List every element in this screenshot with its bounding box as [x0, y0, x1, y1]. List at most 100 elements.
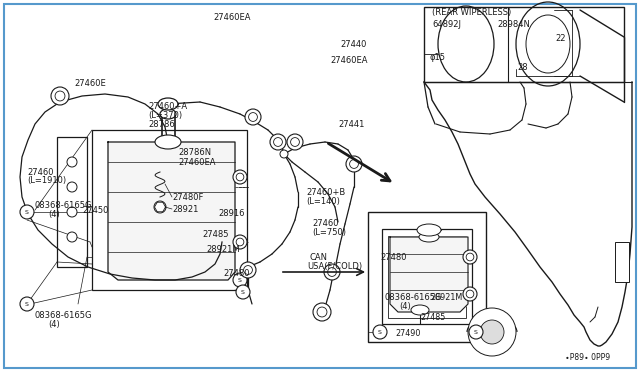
- Circle shape: [313, 303, 331, 321]
- Text: S: S: [238, 278, 242, 282]
- Text: 27441: 27441: [338, 119, 364, 128]
- Bar: [57, 137, 87, 267]
- Ellipse shape: [158, 98, 178, 110]
- Text: 27460: 27460: [312, 218, 339, 228]
- Text: USA(F/COLD): USA(F/COLD): [307, 262, 362, 270]
- Ellipse shape: [411, 305, 429, 315]
- Circle shape: [349, 160, 358, 169]
- Bar: [92, 130, 247, 290]
- Text: 28786: 28786: [148, 119, 175, 128]
- Circle shape: [468, 308, 516, 356]
- Circle shape: [67, 157, 77, 167]
- Bar: [368, 212, 486, 342]
- Text: 27450: 27450: [82, 205, 108, 215]
- Text: 28916: 28916: [218, 208, 244, 218]
- Text: (L=1910): (L=1910): [27, 176, 66, 185]
- Ellipse shape: [419, 232, 439, 242]
- Text: 27480: 27480: [380, 253, 406, 262]
- Circle shape: [233, 170, 247, 184]
- Circle shape: [248, 113, 257, 121]
- Polygon shape: [108, 142, 235, 280]
- Text: (L=140): (L=140): [306, 196, 340, 205]
- Text: S: S: [474, 330, 478, 334]
- Circle shape: [469, 325, 483, 339]
- Text: S: S: [25, 301, 29, 307]
- Circle shape: [328, 267, 337, 276]
- Circle shape: [466, 290, 474, 298]
- Text: 27485: 27485: [202, 230, 228, 238]
- Text: 28921M: 28921M: [430, 294, 462, 302]
- Text: 27460: 27460: [27, 167, 54, 176]
- Circle shape: [324, 264, 340, 280]
- Text: (L=370): (L=370): [148, 110, 182, 119]
- Circle shape: [463, 287, 477, 301]
- Text: 08368-6165G: 08368-6165G: [34, 201, 92, 209]
- Circle shape: [480, 320, 504, 344]
- Circle shape: [280, 150, 288, 158]
- Circle shape: [154, 201, 166, 213]
- Circle shape: [67, 207, 77, 217]
- Text: 22: 22: [555, 33, 566, 42]
- Bar: [388, 236, 466, 318]
- Bar: [615, 242, 629, 282]
- Text: 28921: 28921: [172, 205, 198, 214]
- Text: 27440: 27440: [340, 39, 366, 48]
- Circle shape: [346, 156, 362, 172]
- Text: 27460EA: 27460EA: [330, 55, 367, 64]
- Text: 28: 28: [517, 62, 527, 71]
- Text: 27480: 27480: [223, 269, 250, 279]
- Circle shape: [287, 134, 303, 150]
- Text: 28984N: 28984N: [497, 19, 530, 29]
- Text: 08368-6165G: 08368-6165G: [34, 311, 92, 320]
- Text: 08368-6165G: 08368-6165G: [385, 294, 442, 302]
- Circle shape: [233, 235, 247, 249]
- Circle shape: [67, 232, 77, 242]
- Circle shape: [236, 173, 244, 181]
- Text: 27460E: 27460E: [74, 78, 106, 87]
- Circle shape: [244, 266, 252, 275]
- Circle shape: [20, 205, 34, 219]
- Text: 28921M: 28921M: [206, 246, 239, 254]
- Circle shape: [466, 253, 474, 261]
- Polygon shape: [390, 237, 468, 312]
- Bar: [424, 7, 624, 82]
- Text: S: S: [241, 289, 245, 295]
- Text: 28786N: 28786N: [178, 148, 211, 157]
- Circle shape: [236, 285, 250, 299]
- Text: CAN: CAN: [310, 253, 328, 262]
- Text: 27460EA: 27460EA: [213, 13, 250, 22]
- Text: (4): (4): [48, 209, 60, 218]
- Circle shape: [236, 238, 244, 246]
- Circle shape: [291, 138, 300, 147]
- Text: (4): (4): [399, 302, 411, 311]
- Text: 64892J: 64892J: [432, 19, 461, 29]
- Text: 27490: 27490: [395, 330, 420, 339]
- Text: S: S: [25, 209, 29, 215]
- Circle shape: [240, 262, 256, 278]
- Text: (REAR WIPERLESS): (REAR WIPERLESS): [432, 7, 511, 16]
- Ellipse shape: [160, 109, 176, 119]
- Text: 27460EA: 27460EA: [178, 157, 216, 167]
- Bar: [382, 229, 472, 324]
- Text: 27485: 27485: [420, 312, 445, 321]
- Circle shape: [233, 273, 247, 287]
- Text: 27480F: 27480F: [172, 192, 204, 202]
- Text: ∙P89∙ 0PP9: ∙P89∙ 0PP9: [565, 353, 610, 362]
- Circle shape: [373, 325, 387, 339]
- Text: (4): (4): [48, 320, 60, 328]
- Circle shape: [463, 250, 477, 264]
- Circle shape: [55, 91, 65, 101]
- Text: 27460+B: 27460+B: [306, 187, 345, 196]
- Circle shape: [20, 297, 34, 311]
- Ellipse shape: [155, 135, 181, 149]
- Circle shape: [67, 182, 77, 192]
- Circle shape: [317, 307, 327, 317]
- Text: φ15: φ15: [430, 52, 446, 61]
- Circle shape: [270, 134, 286, 150]
- Circle shape: [51, 87, 69, 105]
- Circle shape: [245, 109, 261, 125]
- Text: S: S: [378, 330, 382, 334]
- Circle shape: [274, 138, 282, 147]
- Text: (L=750): (L=750): [312, 228, 346, 237]
- Text: 27460+A: 27460+A: [148, 102, 187, 110]
